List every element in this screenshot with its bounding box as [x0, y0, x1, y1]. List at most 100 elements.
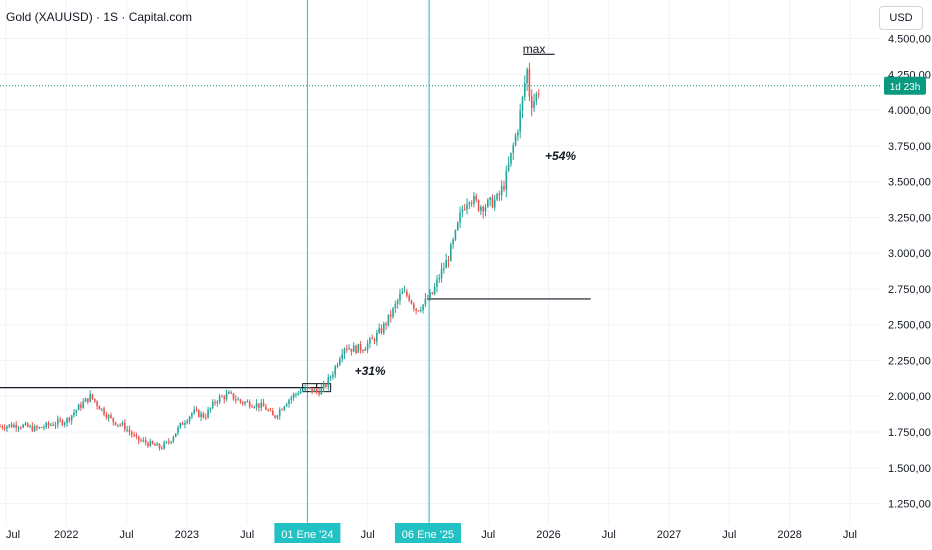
chart-annotation: +54% [545, 149, 576, 163]
candle-body [523, 82, 526, 97]
candle-body [170, 441, 172, 443]
candle-body [103, 408, 105, 415]
candle-body [112, 417, 115, 423]
candle-body [50, 424, 52, 426]
candle-body [406, 291, 408, 296]
candle-body [387, 314, 390, 325]
candle-body [147, 442, 149, 447]
candle-body [445, 260, 448, 269]
candle-body [473, 196, 475, 204]
candle-body [230, 392, 232, 394]
y-tick-label: 1.750,00 [888, 427, 931, 439]
x-tick-label: 06 Ene '25 [402, 529, 454, 541]
candle-body [496, 193, 498, 200]
candle-body [350, 348, 353, 352]
candle-body [193, 409, 196, 414]
price-badge-text: 1d 23h [890, 82, 921, 93]
candle-body [295, 393, 297, 395]
x-tick-label: 2022 [54, 529, 78, 541]
candle-body [161, 448, 163, 450]
candle-body [54, 424, 57, 426]
chart-annotation: max [523, 42, 546, 56]
candle-body [80, 404, 82, 408]
candle-body [313, 389, 316, 393]
candle-body [341, 354, 343, 360]
y-tick-label: 2.250,00 [888, 355, 931, 367]
candle-body [124, 422, 126, 430]
candle-body [322, 384, 325, 388]
candle-body [362, 350, 364, 352]
y-tick-label: 3.750,00 [888, 141, 931, 153]
candle-body [156, 443, 159, 446]
candle-body [117, 424, 119, 426]
candle-body [179, 422, 182, 428]
candle-body [463, 209, 466, 211]
candle-body [130, 432, 133, 435]
candle-body [278, 409, 281, 416]
candle-body [269, 410, 272, 412]
candle-body [151, 441, 154, 444]
candle-body [329, 377, 332, 379]
candle-body [288, 399, 290, 405]
candle-body [452, 239, 454, 245]
candle-body [447, 260, 450, 262]
candle-body [450, 244, 452, 262]
candle-body [519, 110, 521, 132]
candle-body [84, 398, 87, 402]
candle-body [235, 399, 237, 401]
candle-body [530, 96, 533, 108]
candle-body [486, 199, 489, 207]
candle-body [392, 308, 394, 317]
x-tick-label: 2028 [777, 529, 801, 541]
candle-body [33, 426, 36, 432]
x-tick-label: Jul [843, 529, 857, 541]
candle-body [17, 427, 20, 429]
candle-body [13, 424, 15, 428]
candle-body [521, 96, 524, 111]
candle-body [493, 199, 496, 208]
candle-body [396, 300, 399, 304]
candle-body [369, 338, 371, 344]
candle-body [304, 387, 306, 391]
candle-body [128, 429, 131, 433]
candle-body [334, 366, 337, 375]
y-tick-label: 4.500,00 [888, 34, 931, 46]
x-tick-label: Jul [6, 529, 20, 541]
candle-body [45, 422, 48, 428]
y-tick-label: 2.000,00 [888, 391, 931, 403]
y-tick-label: 1.500,00 [888, 463, 931, 475]
candle-body [239, 399, 242, 402]
candle-body [431, 292, 434, 294]
candle-body [121, 422, 124, 425]
candle-body [36, 426, 38, 429]
candle-body [429, 292, 431, 300]
currency-button[interactable]: USD [879, 6, 923, 30]
x-tick-label: Jul [602, 529, 616, 541]
x-tick-label: 2027 [657, 529, 681, 541]
candle-body [491, 197, 494, 208]
candle-body [459, 212, 461, 223]
y-tick-label: 3.000,00 [888, 248, 931, 260]
y-tick-label: 2.750,00 [888, 284, 931, 296]
candle-body [260, 402, 263, 408]
candle-body [454, 230, 457, 240]
candle-body [211, 401, 214, 408]
time-axis-bg [0, 525, 932, 550]
candle-body [244, 401, 246, 404]
time-axis[interactable]: Jul 2022 Jul 2023 Jul 01 Ene '24 Jul 06 Ene '25… [0, 523, 932, 550]
candles [0, 62, 540, 451]
price-axis[interactable]: 4.500,004.250,004.000,003.750,003.500,00… [880, 0, 932, 550]
candle-body [366, 343, 369, 350]
candle-body [207, 409, 209, 418]
candle-body [281, 409, 283, 411]
x-tick-label: 2026 [536, 529, 560, 541]
candle-body [410, 300, 413, 304]
candle-body [339, 359, 341, 365]
candle-body [308, 387, 311, 389]
candle-body [47, 422, 50, 426]
candle-body [443, 268, 445, 270]
candle-body [251, 406, 253, 408]
candle-body [10, 424, 13, 428]
vertical-markers [306, 0, 430, 525]
